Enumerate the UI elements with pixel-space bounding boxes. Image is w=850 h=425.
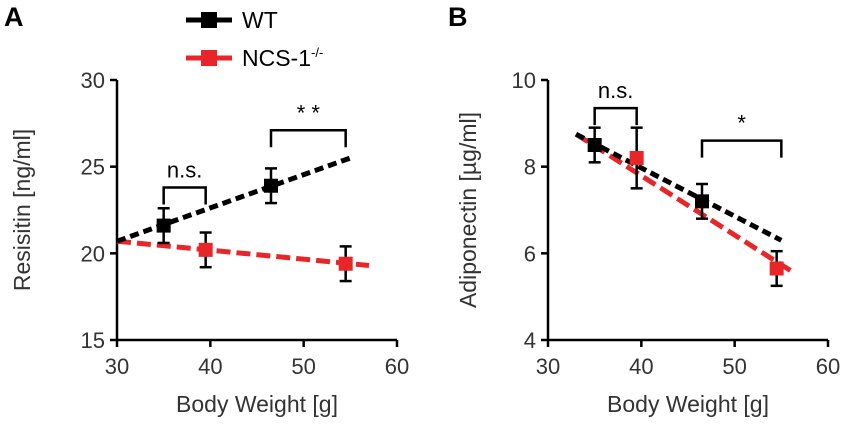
chart-b-x-tick-label: 60 [816, 354, 840, 379]
chart-a-y-tick-label: 25 [81, 155, 105, 180]
chart-b-significance-label: * [737, 111, 746, 136]
chart-a-y-tick-label: 30 [81, 68, 105, 93]
chart-a: 30 40 50 60 15 20 25 30 Body Weight [g] Resisitin… [9, 68, 409, 417]
chart-b-y-tick-label: 10 [512, 68, 536, 93]
panel-b-label: B [448, 2, 468, 32]
legend-ncs1-label: NCS-1-/- [242, 45, 323, 71]
chart-a-x-tick-label: 60 [385, 354, 409, 379]
chart-b-y-tick-label: 6 [524, 241, 536, 266]
chart-a-x-tick-label: 50 [291, 354, 315, 379]
chart-b-significance-bracket [700, 139, 783, 158]
chart-a-point-wt [264, 178, 278, 193]
chart-b-fit-line-wt [574, 131, 783, 243]
chart-a-y-tick-label: 20 [81, 241, 105, 266]
chart-b-point-ncs1 [769, 261, 784, 276]
chart-b: 30 40 50 60 4 6 8 10 Body Weight [g] Adiponectin … [455, 68, 840, 417]
chart-b-point-ncs1 [629, 151, 644, 165]
legend-ncs1-marker [201, 50, 217, 66]
chart-b-y-tick-label: 8 [524, 155, 536, 180]
chart-a-x-tick-label: 40 [198, 354, 222, 379]
chart-a-significance-label: * * [297, 100, 321, 125]
chart-b-y-axis-label: Adiponectin [µg/ml] [455, 112, 481, 308]
chart-b-x-axis-label: Body Weight [g] [607, 391, 769, 417]
chart-a-point-ncs1 [198, 242, 213, 257]
chart-b-significance-bracket [593, 106, 638, 126]
chart-b-significance-label: n.s. [598, 78, 633, 103]
chart-a-point-ncs1 [338, 256, 353, 271]
chart-b-x-tick-label: 30 [536, 354, 560, 379]
chart-a-significance-label: n.s. [167, 157, 202, 182]
chart-a-significance-bracket [269, 129, 347, 148]
chart-a-point-wt [156, 218, 171, 233]
chart-b-y-tick-label: 4 [524, 328, 536, 353]
legend: WT NCS-1-/- [186, 7, 323, 71]
chart-b-x-tick-label: 40 [629, 354, 653, 379]
chart-a-fit-line-ncs1 [116, 238, 370, 268]
chart-b-fit-line-ncs1 [574, 132, 793, 273]
chart-a-x-tick-label: 30 [105, 354, 129, 379]
chart-b-x-tick-label: 50 [722, 354, 746, 379]
chart-b-point-wt [695, 194, 709, 209]
chart-a-significance-bracket [162, 186, 207, 205]
legend-wt-marker [201, 12, 217, 28]
chart-a-x-axis-label: Body Weight [g] [176, 391, 338, 417]
chart-b-point-wt [587, 138, 602, 152]
legend-wt-label: WT [242, 7, 278, 33]
panel-a-label: A [4, 2, 24, 32]
chart-a-y-axis-label: Resisitin [ng/ml] [9, 129, 35, 291]
chart-a-fit-line-wt [116, 155, 352, 244]
chart-a-y-tick-label: 15 [81, 328, 105, 353]
